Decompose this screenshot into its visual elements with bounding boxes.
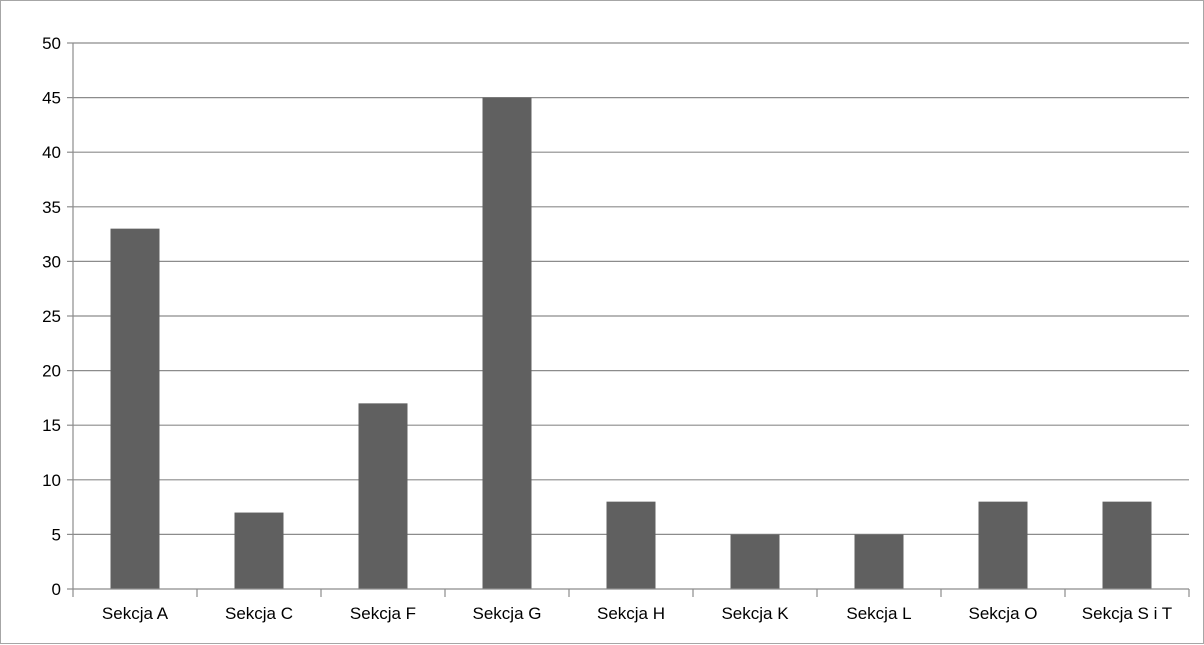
- y-tick-label: 0: [52, 580, 61, 599]
- y-tick-label: 45: [42, 89, 61, 108]
- y-tick-label: 50: [42, 34, 61, 53]
- x-tick-label: Sekcja S i T: [1082, 604, 1172, 623]
- bar: [234, 512, 284, 589]
- x-tick-label: Sekcja F: [350, 604, 416, 623]
- y-tick-label: 35: [42, 198, 61, 217]
- bar: [854, 534, 904, 589]
- x-tick-label: Sekcja C: [225, 604, 293, 623]
- axes: [67, 42, 1190, 597]
- bars: [110, 97, 1152, 589]
- y-tick-label: 20: [42, 362, 61, 381]
- y-tick-label: 40: [42, 143, 61, 162]
- x-tick-label: Sekcja L: [846, 604, 911, 623]
- x-tick-labels: Sekcja A Sekcja C Sekcja F Sekcja G Sekcja H…: [102, 604, 1172, 623]
- gridlines: [73, 42, 1189, 536]
- bar: [358, 403, 408, 589]
- x-tick-label: Sekcja H: [597, 604, 665, 623]
- y-tick-label: 15: [42, 416, 61, 435]
- y-tick-label: 30: [42, 252, 61, 271]
- y-tick-label: 25: [42, 307, 61, 326]
- bar: [482, 97, 532, 589]
- x-tick-label: Sekcja G: [473, 604, 542, 623]
- x-tick-label: Sekcja K: [721, 604, 789, 623]
- bar: [606, 501, 656, 589]
- y-tick-label: 5: [52, 525, 61, 544]
- y-tick-label: 10: [42, 471, 61, 490]
- bar: [1102, 501, 1152, 589]
- bar: [110, 228, 160, 589]
- bar: [730, 534, 780, 589]
- x-tick-label: Sekcja A: [102, 604, 169, 623]
- bar: [978, 501, 1028, 589]
- y-tick-labels: 0 5 10 15 20 25 30 35 40 45 50: [42, 34, 61, 599]
- x-tick-label: Sekcja O: [969, 604, 1038, 623]
